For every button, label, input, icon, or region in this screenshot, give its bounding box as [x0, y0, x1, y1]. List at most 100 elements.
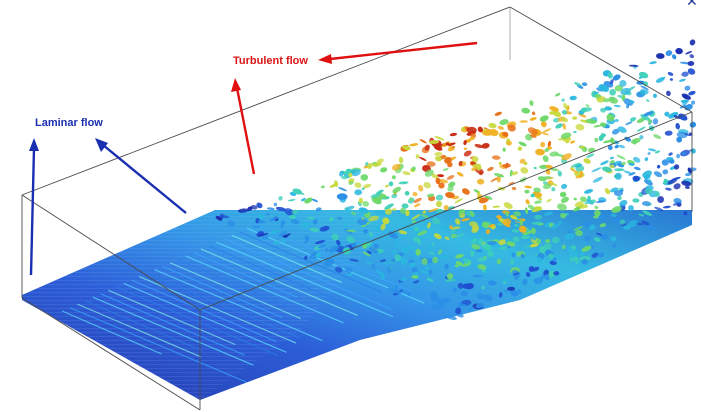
- vortex-structure: [681, 151, 686, 156]
- vortex-structure: [573, 226, 584, 231]
- vortex-structure: [664, 130, 673, 136]
- vortex-structure: [594, 209, 601, 217]
- vortex-structure: [391, 175, 396, 180]
- vortex-structure: [625, 121, 633, 126]
- vortex-structure: [450, 233, 458, 239]
- vortex-structure: [672, 202, 682, 206]
- vortex-structure: [289, 214, 296, 220]
- vortex-structure: [442, 168, 449, 171]
- vortex-structure: [473, 189, 479, 193]
- vortex-structure: [331, 233, 339, 241]
- vortex-structure: [363, 228, 368, 234]
- vortex-structure: [636, 117, 646, 124]
- vortex-structure: [487, 250, 494, 258]
- vortex-structure: [449, 225, 453, 230]
- vortex-structure: [559, 191, 567, 198]
- vortex-structure: [563, 103, 568, 110]
- vortex-structure: [471, 156, 479, 163]
- vortex-structure: [433, 233, 442, 240]
- vortex-structure: [543, 175, 552, 180]
- vortex-structure: [250, 205, 258, 210]
- streak-line: [108, 289, 236, 346]
- vortex-structure: [557, 170, 562, 177]
- vortex-structure: [426, 161, 436, 167]
- vortex-structure: [481, 243, 490, 249]
- vortex-structure: [421, 258, 428, 265]
- close-icon[interactable]: ✕: [686, 0, 698, 10]
- vortex-structure: [561, 244, 566, 250]
- vortex-structure: [565, 140, 569, 144]
- vortex-structure: [278, 231, 287, 237]
- vortex-structure: [647, 179, 651, 183]
- vortex-structure: [639, 135, 644, 140]
- vortex-structure: [398, 181, 409, 185]
- vortex-structure: [304, 240, 308, 244]
- vortex-structure: [598, 214, 606, 220]
- streak-line: [154, 269, 323, 342]
- vortex-structure: [678, 113, 688, 121]
- vortex-structure: [358, 197, 364, 204]
- vortex-structure: [689, 54, 695, 59]
- vortex-structure: [652, 93, 658, 98]
- vortex-structure: [613, 190, 624, 197]
- vortex-structure: [350, 168, 361, 177]
- vortex-structure: [577, 204, 589, 209]
- vortex-structure: [594, 205, 599, 210]
- vortex-structure: [671, 176, 681, 181]
- vortex-structure: [477, 126, 483, 133]
- vortex-structure: [481, 130, 493, 136]
- vortex-structure: [438, 182, 445, 189]
- streak-line: [169, 262, 302, 320]
- vortex-structure: [502, 147, 506, 152]
- vortex-structure: [420, 270, 430, 274]
- vortex-structure: [628, 86, 636, 91]
- vortex-structure: [633, 156, 641, 163]
- vortex-structure: [617, 126, 627, 133]
- vortex-structure: [508, 181, 515, 186]
- vortex-structure: [572, 116, 578, 120]
- vortex-structure: [476, 164, 482, 171]
- vortex-structure: [329, 245, 340, 253]
- vortex-structure: [450, 226, 461, 230]
- vortex-structure: [257, 219, 266, 224]
- vortex-structure: [539, 115, 549, 122]
- vortex-structure: [599, 223, 607, 228]
- vortex-structure: [620, 87, 631, 96]
- vortex-structure: [529, 243, 539, 248]
- vortex-structure: [487, 280, 497, 286]
- vortex-structure: [640, 114, 651, 121]
- vortex-structure: [638, 71, 649, 79]
- vortex-structure: [502, 163, 511, 168]
- vortex-structure: [498, 292, 503, 298]
- streak-line: [162, 265, 283, 319]
- vortex-structure: [431, 296, 438, 303]
- vortex-structure: [292, 188, 302, 195]
- vortex-structure: [665, 187, 672, 191]
- vortex-structure: [391, 289, 402, 294]
- vortex-structure: [481, 285, 485, 290]
- vortex-structure: [455, 254, 464, 259]
- vortex-structure: [317, 243, 327, 249]
- vortex-structure: [409, 143, 419, 147]
- vortex-structure: [621, 161, 626, 166]
- vortex-structure: [266, 207, 275, 210]
- vortex-structure: [593, 91, 600, 95]
- vortex-structure: [455, 307, 462, 315]
- vortex-structure: [415, 154, 420, 159]
- streak-line: [200, 248, 358, 317]
- vortex-structure: [654, 206, 664, 212]
- vortex-structure: [428, 140, 440, 144]
- vortex-structure: [401, 203, 409, 209]
- vortex-structure: [479, 252, 485, 256]
- vortex-structure: [273, 240, 280, 245]
- vortex-structure: [478, 197, 489, 204]
- streak-line: [69, 307, 247, 383]
- vortex-structure: [551, 236, 560, 244]
- vortex-structure: [461, 218, 470, 222]
- vortex-structure: [290, 218, 300, 225]
- vortex-structure: [506, 241, 516, 247]
- vortex-structure: [458, 209, 463, 216]
- vortex-structure: [457, 282, 464, 289]
- vortex-structure: [481, 143, 490, 149]
- vortex-structure: [593, 124, 602, 128]
